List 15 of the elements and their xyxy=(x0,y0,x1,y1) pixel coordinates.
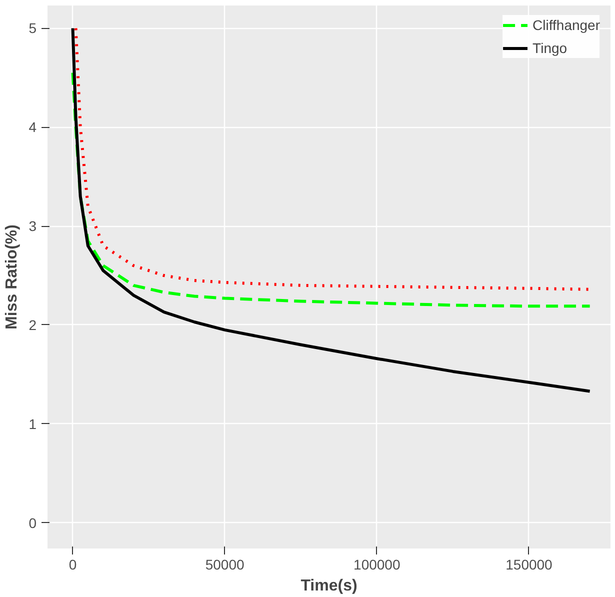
y-tick-label: 2 xyxy=(28,316,37,333)
y-tick-label: 0 xyxy=(28,514,37,531)
x-tick-label: 50000 xyxy=(205,556,245,572)
line-series xyxy=(71,71,592,308)
legend-label: Tingo xyxy=(532,40,568,56)
y-tick-label: 5 xyxy=(28,20,37,36)
x-axis-title: Time(s) xyxy=(300,578,358,594)
y-tick-label: 1 xyxy=(28,416,37,432)
legend-label: Cliffhanger xyxy=(532,17,600,33)
y-tick-label: 4 xyxy=(28,119,37,136)
y-axis-title: Miss Ratio(%) xyxy=(4,224,21,330)
x-tick-label: 150000 xyxy=(506,556,553,572)
y-tick-label: 3 xyxy=(28,218,37,234)
x-tick-label: 100000 xyxy=(354,556,400,572)
x-tick-label: 0 xyxy=(68,556,77,572)
